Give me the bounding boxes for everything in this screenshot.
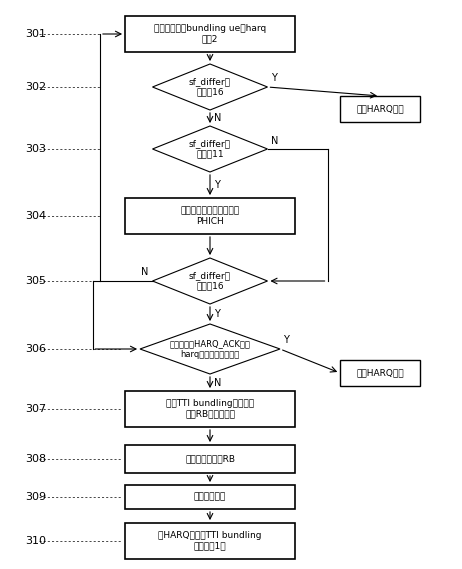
Text: 分配相同位置的RB: 分配相同位置的RB	[185, 455, 235, 464]
Text: 306: 306	[25, 344, 46, 354]
Text: N: N	[270, 136, 278, 146]
Text: 封装层间接口: 封装层间接口	[194, 493, 226, 501]
Text: 309: 309	[25, 492, 46, 502]
Text: sf_differ帧
差等于11: sf_differ帧 差等于11	[189, 139, 231, 159]
Bar	[125, 198, 295, 234]
Text: N: N	[214, 113, 221, 123]
Text: 301: 301	[25, 29, 46, 39]
Polygon shape	[152, 126, 267, 172]
Polygon shape	[152, 64, 267, 110]
Text: 305: 305	[25, 276, 46, 286]
Bar	[125, 16, 295, 52]
Polygon shape	[140, 324, 280, 374]
Bar	[340, 360, 420, 386]
Text: Y: Y	[283, 335, 289, 345]
Bar	[125, 523, 295, 559]
Text: sf_differ帧
差大于16: sf_differ帧 差大于16	[189, 77, 231, 97]
Text: 填写TTI bundling并自适应
至化RB分配的输入: 填写TTI bundling并自适应 至化RB分配的输入	[166, 399, 254, 419]
Text: Y: Y	[214, 180, 220, 190]
Bar	[340, 96, 420, 122]
Text: 302: 302	[25, 82, 46, 92]
Text: 遍历调度过的bundling ue的harq
链表2: 遍历调度过的bundling ue的harq 链表2	[154, 24, 266, 44]
Bar	[125, 445, 295, 473]
Bar	[125, 485, 295, 509]
Text: Y: Y	[272, 73, 277, 83]
Text: sf_differ帧
差等于16: sf_differ帧 差等于16	[189, 271, 231, 291]
Text: 将HARQ绑加到TTI bundling
重传链表1中: 将HARQ绑加到TTI bundling 重传链表1中	[158, 531, 262, 551]
Text: N: N	[141, 267, 148, 277]
Bar	[125, 391, 295, 427]
Text: N: N	[214, 377, 221, 387]
Text: 根据物理层解调结果反馈
PHICH: 根据物理层解调结果反馈 PHICH	[181, 207, 240, 226]
Text: 307: 307	[25, 404, 46, 414]
Polygon shape	[152, 258, 267, 304]
Text: Y: Y	[214, 309, 220, 319]
Text: 解调结果为HARQ_ACK或者
harq超过最大重传次数: 解调结果为HARQ_ACK或者 harq超过最大重传次数	[170, 339, 250, 358]
Text: 回收HARQ进程: 回收HARQ进程	[356, 105, 404, 113]
Text: 回收HARQ进程: 回收HARQ进程	[356, 369, 404, 377]
Text: 303: 303	[25, 144, 46, 154]
Text: 310: 310	[25, 536, 46, 546]
Text: 304: 304	[25, 211, 46, 221]
Text: 308: 308	[25, 454, 46, 464]
